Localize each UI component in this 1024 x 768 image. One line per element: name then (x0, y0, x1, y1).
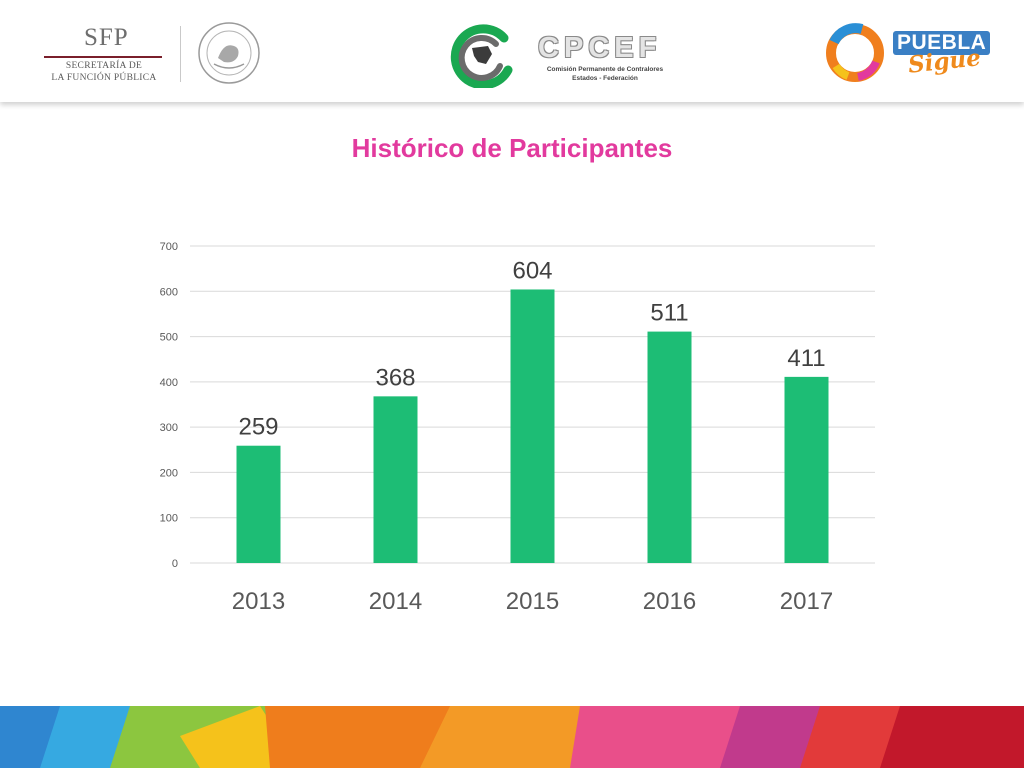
bar-2014 (373, 396, 418, 563)
logo-divider (180, 26, 181, 82)
y-tick-label: 200 (160, 467, 178, 479)
y-tick-label: 500 (160, 332, 178, 344)
puebla-wordmark: PUEBLA (893, 31, 991, 55)
x-axis-ticks: 2013 2014 2015 2016 2017 (232, 588, 833, 615)
sfp-line-1: SECRETARÍA DE (65, 61, 143, 71)
bar-2017 (784, 376, 829, 563)
bar-2016 (647, 331, 692, 563)
y-tick-label: 100 (160, 513, 178, 525)
chart-data-labels: 259 368 604 511 411 (238, 257, 825, 440)
sfp-logo: SFP SECRETARÍA DE LA FUNCIÓN PÚBLICA (44, 24, 174, 84)
data-label-2015: 604 (512, 257, 552, 284)
data-label-2013: 259 (238, 414, 278, 441)
sfp-rule (44, 56, 162, 58)
y-tick-label: 600 (160, 286, 178, 298)
y-axis-ticks: 0 100 200 300 400 500 600 700 (160, 241, 178, 570)
x-tick-label: 2016 (643, 588, 696, 615)
chart-bars (236, 289, 829, 563)
y-tick-label: 300 (160, 422, 178, 434)
y-tick-label: 700 (160, 241, 178, 253)
cpcef-title: CPCEF (538, 32, 662, 64)
slide-title: Histórico de Participantes (351, 133, 673, 163)
x-tick-label: 2015 (506, 588, 559, 615)
data-label-2014: 368 (375, 364, 415, 391)
mexico-seal-icon (198, 22, 260, 84)
bar-2015 (510, 289, 555, 563)
data-label-2016: 511 (650, 300, 688, 327)
x-tick-label: 2013 (232, 588, 285, 615)
puebla-ring-logo-icon (826, 23, 884, 82)
participants-bar-chart: 0 100 200 300 400 500 600 700 259 368 604 511 411 2… (160, 241, 875, 615)
sfp-abbreviation: SFP (84, 24, 129, 51)
bar-2013 (236, 445, 281, 563)
cpcef-logo-icon (450, 24, 513, 88)
x-tick-label: 2014 (369, 588, 422, 615)
cpcef-subtitle-1: Comisión Permanente de Contralores (546, 66, 664, 73)
y-tick-label: 0 (172, 558, 178, 570)
y-tick-label: 400 (160, 377, 178, 389)
sfp-line-2: LA FUNCIÓN PÚBLICA (51, 73, 157, 83)
x-tick-label: 2017 (780, 588, 833, 615)
bottom-color-band (0, 706, 1024, 768)
data-label-2017: 411 (787, 345, 825, 372)
header-bar: SFP SECRETARÍA DE LA FUNCIÓN PÚBLICA CPC… (0, 0, 1024, 102)
cpcef-subtitle-2: Estados - Federación (572, 75, 638, 82)
